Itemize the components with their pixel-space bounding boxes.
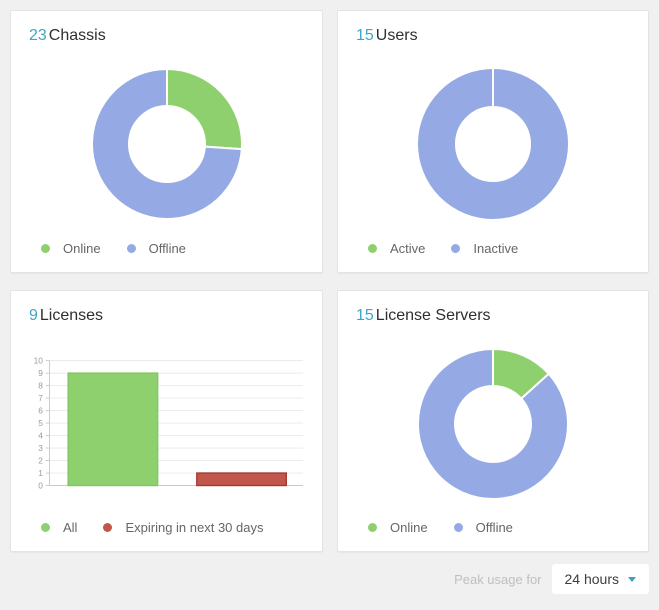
card-title-license-servers: 15 License Servers bbox=[356, 305, 630, 327]
card-licenses: 9 Licenses 0 1 2 3 4 5 6 7 8 9 10 All Expiring in n… bbox=[10, 290, 323, 552]
dashboard-grid: 23 Chassis Online Offline 15 Users A bbox=[10, 10, 649, 552]
legend-item-expiring: Expiring in next 30 days bbox=[103, 520, 263, 535]
legend-dot-expiring-icon bbox=[103, 523, 113, 532]
legend-dot-offline-icon bbox=[126, 244, 136, 253]
legend-item-servers-offline: Offline bbox=[453, 520, 513, 535]
chassis-title-text: Chassis bbox=[48, 27, 106, 44]
licenses-legend: All Expiring in next 30 days bbox=[29, 520, 304, 535]
legend-label-all: All bbox=[63, 520, 78, 535]
users-count: 15 bbox=[356, 27, 374, 44]
legend-item-servers-online: Online bbox=[368, 520, 428, 535]
users-donut-chart bbox=[356, 47, 630, 241]
license-servers-donut-chart bbox=[356, 327, 630, 520]
svg-text:9: 9 bbox=[38, 367, 43, 377]
legend-label-offline: Offline bbox=[148, 241, 186, 256]
licenses-bar-chart: 0 1 2 3 4 5 6 7 8 9 10 bbox=[29, 327, 304, 520]
svg-text:0: 0 bbox=[38, 480, 43, 490]
card-title-chassis: 23 Chassis bbox=[29, 25, 304, 47]
legend-item-online: Online bbox=[41, 241, 101, 256]
peak-usage-label: Peak usage for bbox=[454, 571, 542, 587]
svg-text:4: 4 bbox=[38, 430, 43, 440]
svg-text:7: 7 bbox=[38, 392, 43, 402]
chevron-down-icon bbox=[628, 576, 636, 582]
legend-dot-online-icon bbox=[41, 244, 50, 253]
svg-text:10: 10 bbox=[34, 355, 44, 365]
licenses-count: 9 bbox=[29, 307, 38, 324]
chassis-donut-svg bbox=[90, 68, 243, 220]
svg-text:8: 8 bbox=[38, 380, 43, 390]
license-servers-count: 15 bbox=[356, 307, 374, 324]
users-donut-svg bbox=[418, 69, 568, 219]
license-servers-donut-svg bbox=[417, 347, 569, 500]
legend-label-servers-offline: Offline bbox=[475, 520, 513, 535]
legend-dot-servers-online-icon bbox=[368, 523, 377, 532]
licenses-title-text: Licenses bbox=[39, 307, 104, 324]
legend-dot-active-icon bbox=[368, 244, 377, 253]
svg-text:5: 5 bbox=[38, 417, 43, 427]
svg-text:6: 6 bbox=[38, 405, 43, 415]
legend-label-expiring: Expiring in next 30 days bbox=[125, 520, 264, 535]
legend-label-active: Active bbox=[390, 241, 426, 256]
legend-label-inactive: Inactive bbox=[473, 241, 519, 256]
users-legend: Active Inactive bbox=[356, 241, 630, 256]
svg-text:1: 1 bbox=[38, 467, 43, 477]
svg-text:2: 2 bbox=[38, 455, 43, 465]
users-title-text: Users bbox=[375, 27, 418, 44]
peak-usage-dropdown[interactable]: 24 hours bbox=[551, 564, 649, 594]
legend-dot-servers-offline-icon bbox=[453, 523, 463, 532]
footer: Peak usage for 24 hours bbox=[0, 552, 659, 594]
legend-item-offline: Offline bbox=[126, 241, 186, 256]
svg-text:3: 3 bbox=[38, 442, 43, 452]
legend-dot-inactive-icon bbox=[451, 244, 461, 253]
chassis-donut-chart bbox=[29, 47, 304, 241]
chassis-legend: Online Offline bbox=[29, 241, 304, 256]
card-license-servers: 15 License Servers Online Offline bbox=[337, 290, 649, 552]
licenses-bar-svg: 0 1 2 3 4 5 6 7 8 9 10 bbox=[34, 355, 304, 490]
legend-item-inactive: Inactive bbox=[451, 241, 518, 256]
legend-label-online: Online bbox=[63, 241, 101, 256]
legend-item-active: Active bbox=[368, 241, 425, 256]
card-title-licenses: 9 Licenses bbox=[29, 305, 304, 327]
legend-item-all: All bbox=[41, 520, 77, 535]
license-servers-title-text: License Servers bbox=[375, 307, 491, 324]
peak-usage-value: 24 hours bbox=[564, 571, 619, 587]
license-servers-legend: Online Offline bbox=[356, 520, 630, 535]
legend-label-servers-online: Online bbox=[390, 520, 428, 535]
chassis-count: 23 bbox=[29, 27, 47, 44]
legend-dot-all-icon bbox=[41, 523, 50, 532]
card-users: 15 Users Active Inactive bbox=[337, 10, 649, 273]
card-chassis: 23 Chassis Online Offline bbox=[10, 10, 323, 273]
card-title-users: 15 Users bbox=[356, 25, 630, 47]
